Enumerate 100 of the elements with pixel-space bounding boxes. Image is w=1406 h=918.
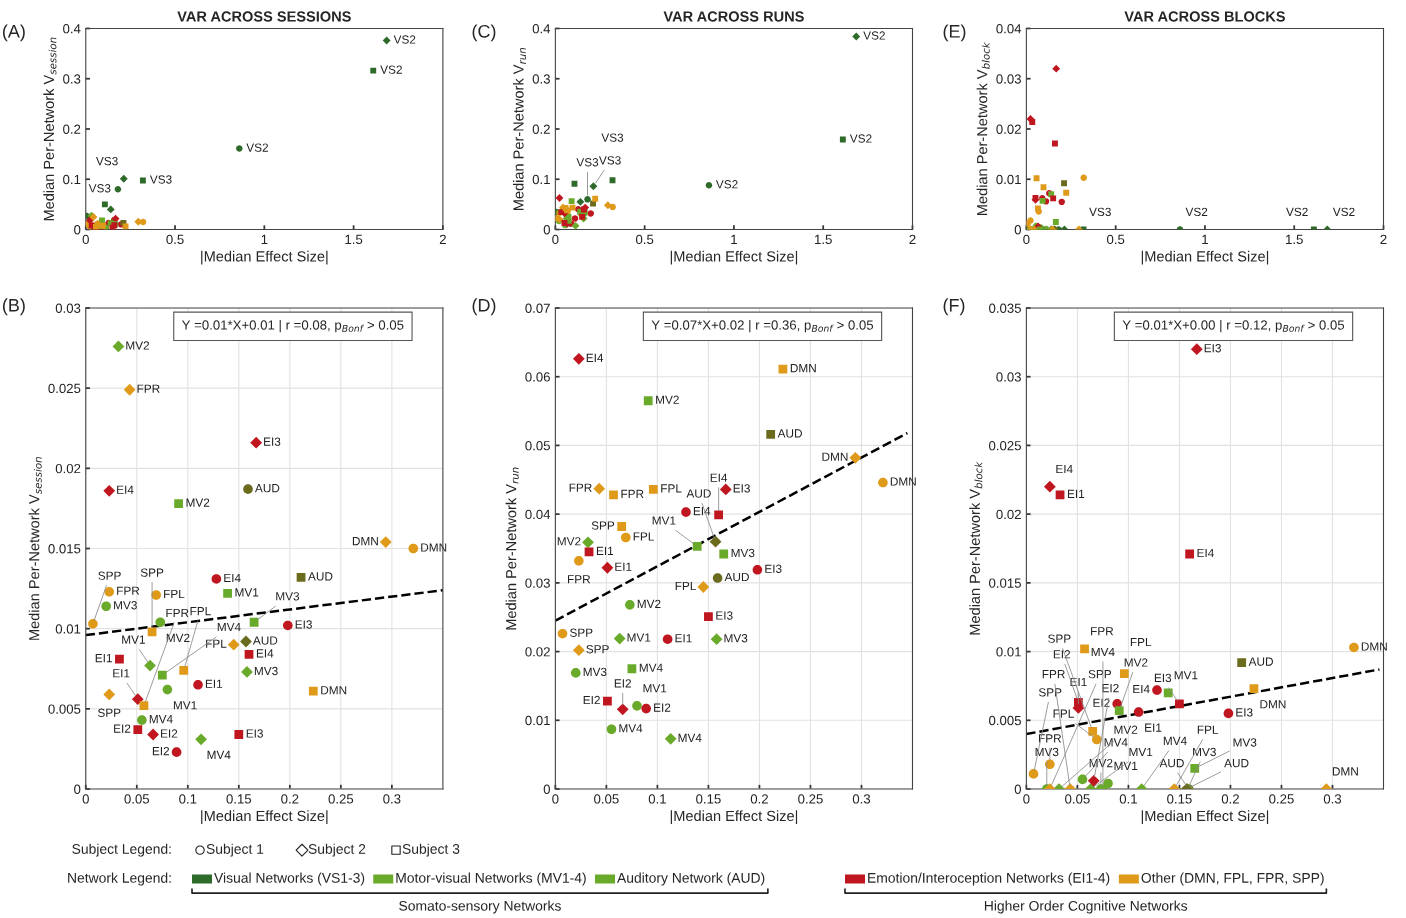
y-tick-label: 0	[74, 784, 81, 794]
data-label: EI2	[152, 746, 170, 756]
x-tick-label: 0.15	[226, 794, 252, 804]
y-tick-label: 0.3	[63, 74, 81, 84]
data-label: MV4	[149, 715, 173, 724]
data-label: FPR	[117, 586, 140, 595]
legend-label: Other (DMN, FPL, FPR, SPP)	[1141, 872, 1324, 886]
x-tick-label: 0.5	[636, 234, 654, 245]
data-label: MV3	[1193, 747, 1216, 757]
data-label: EI4	[693, 507, 711, 516]
data-label: SPP	[591, 521, 615, 530]
data-label: EI3	[765, 564, 782, 573]
x-axis-title: |Median Effect Size|	[670, 810, 798, 825]
y-tick-label: 0.01	[525, 715, 550, 726]
data-label: DMN	[321, 686, 347, 695]
data-label: EI1	[1145, 723, 1162, 732]
chart-title: VAR ACROSS SESSIONS	[177, 11, 351, 22]
data-label: EI1	[615, 562, 632, 571]
data-label: EI1	[95, 654, 112, 663]
data-label: FPL	[633, 532, 654, 541]
x-tick-label: 0.2	[1221, 794, 1239, 804]
data-label: EI2	[1102, 683, 1119, 693]
data-label: DMN	[1260, 700, 1286, 709]
y-tick-label: 0.4	[63, 24, 81, 34]
data-label: MV1	[1174, 671, 1198, 680]
data-label: EI3	[264, 437, 281, 446]
x-tick-label: 1	[1202, 234, 1208, 244]
y-axis-title: Median Per-Network V$_{run}$	[512, 47, 527, 211]
data-label: EI4	[1197, 548, 1214, 558]
data-label: EI2	[114, 724, 131, 733]
y-tick-label: 0.02	[55, 463, 81, 474]
x-axis-title: |Median Effect Size|	[201, 810, 328, 825]
x-tick-label: 1.5	[345, 234, 363, 245]
data-label: EI1	[113, 669, 130, 678]
data-label: EI2	[1053, 650, 1071, 659]
data-label: EI4	[1056, 464, 1073, 474]
data-label: MV2	[1114, 725, 1138, 734]
data-label: MV3	[583, 667, 607, 677]
y-tick-label: 0	[543, 784, 550, 794]
data-label: EI3	[1236, 708, 1253, 717]
y-tick-label: 0.04	[525, 509, 551, 520]
y-tick-label: 0.04	[996, 24, 1022, 34]
data-label: VS3	[88, 184, 111, 193]
data-label: MV3	[114, 601, 137, 610]
data-label: EI1	[596, 546, 614, 555]
data-label: FPR	[569, 483, 592, 492]
data-label: MV4	[207, 750, 231, 759]
x-tick-label: 0.15	[696, 794, 721, 804]
data-label: MV3	[276, 592, 300, 601]
data-label: AUD	[686, 489, 711, 498]
data-label: MV4	[1163, 736, 1187, 745]
data-label: MV2	[1124, 658, 1148, 667]
data-label: MV4	[217, 622, 241, 632]
y-axis-title: Median Per-Network V$_{session}$	[43, 37, 57, 221]
x-tick-label: 2	[909, 234, 916, 244]
x-tick-label: 0.1	[179, 794, 197, 804]
text: Network Legend:	[68, 872, 171, 886]
y-tick-label: 0.05	[525, 440, 550, 451]
data-label: MV4	[678, 733, 702, 742]
data-label: VS3	[601, 133, 624, 142]
y-tick-label: 0.03	[55, 303, 81, 313]
data-label: VS3	[598, 156, 621, 165]
data-label: MV2	[1089, 758, 1113, 768]
data-label: EI4	[586, 353, 604, 362]
data-label: AUD	[1248, 657, 1273, 666]
y-tick-label: 0.02	[996, 509, 1021, 520]
data-label: MV1	[652, 516, 676, 525]
data-label: FPR	[1042, 670, 1065, 679]
data-label: MV4	[639, 663, 663, 672]
y-tick-label: 0.1	[63, 174, 81, 185]
x-tick-label: 0.3	[852, 794, 871, 804]
y-tick-label: 0.07	[525, 303, 550, 313]
data-label: SPP	[97, 708, 121, 717]
y-tick-label: 0.2	[63, 124, 81, 134]
data-label: DMN	[352, 537, 378, 546]
legend-label: Auditory Network (AUD)	[617, 872, 765, 886]
text: Subject Legend:	[72, 843, 171, 857]
data-label: SPP	[1088, 669, 1112, 679]
data-label: MV2	[126, 341, 150, 350]
x-tick-label: 1.5	[1286, 234, 1303, 245]
data-label: EI1	[205, 679, 223, 688]
legend-label: Emotion/Interoception Networks (EI1-4)	[868, 872, 1110, 886]
data-label: MV3	[1233, 738, 1257, 747]
data-label: VS2	[1332, 207, 1355, 217]
data-label: VS2	[246, 143, 268, 152]
text: Higher Order Cognitive Networks	[984, 900, 1188, 914]
data-label: DMN	[790, 364, 816, 373]
data-label: EI3	[246, 729, 263, 738]
text: (D)	[472, 298, 496, 316]
data-label: AUD	[308, 572, 333, 581]
x-tick-label: 0	[552, 794, 559, 804]
x-tick-label: 0.05	[124, 794, 150, 804]
data-label: DMN	[1332, 767, 1358, 776]
data-label: EI2	[161, 729, 178, 738]
x-tick-label: 0.05	[1065, 794, 1090, 804]
data-label: FPL	[164, 589, 185, 599]
data-label: SPP	[1038, 688, 1062, 697]
y-tick-label: 0.03	[996, 372, 1021, 382]
data-label: SPP	[1048, 634, 1071, 643]
y-tick-label: 0.01	[996, 647, 1021, 657]
